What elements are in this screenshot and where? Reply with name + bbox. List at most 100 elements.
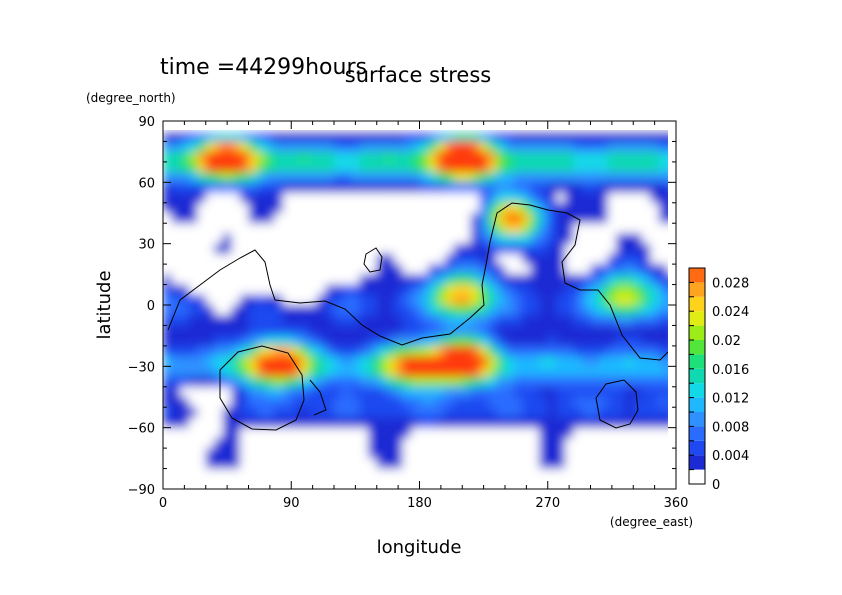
heatmap-cell: [513, 294, 523, 306]
heatmap-cell: [616, 192, 626, 204]
heatmap-cell: [633, 325, 643, 337]
heatmap-cell: [359, 182, 369, 194]
heatmap-cell: [291, 202, 301, 214]
heatmap-cell: [265, 202, 275, 214]
heatmap-cell: [479, 213, 489, 224]
heatmap-cell: [222, 274, 232, 286]
heatmap-cell: [428, 192, 438, 204]
heatmap-cell: [342, 151, 352, 163]
heatmap-cell: [470, 468, 480, 480]
heatmap-cell: [505, 356, 515, 367]
heatmap-cell: [599, 243, 609, 255]
heatmap-cell: [265, 233, 275, 245]
heatmap-cell: [188, 192, 198, 204]
heatmap-cell: [171, 161, 181, 173]
heatmap-cell: [325, 264, 335, 275]
heatmap-cell: [308, 468, 318, 480]
heatmap-cell: [368, 397, 378, 408]
heatmap-cell: [633, 172, 643, 183]
heatmap-cell: [505, 417, 515, 429]
heatmap-cell: [299, 325, 309, 337]
heatmap-cell: [342, 223, 352, 234]
heatmap-cell: [428, 233, 438, 245]
heatmap-cell: [248, 141, 258, 153]
heatmap-cell: [334, 243, 344, 255]
heatmap-cell: [462, 182, 472, 194]
heatmap-cell: [342, 448, 352, 459]
heatmap-cell: [291, 397, 301, 408]
heatmap-cell: [291, 131, 301, 142]
heatmap-cell: [453, 325, 463, 337]
heatmap-cell: [530, 233, 540, 245]
heatmap-cell: [445, 141, 455, 153]
heatmap-cell: [316, 468, 327, 480]
heatmap-cell: [419, 253, 429, 265]
heatmap-cell: [308, 417, 318, 429]
heatmap-cell: [265, 478, 275, 487]
heatmap-cell: [222, 151, 232, 163]
heatmap-cell: [171, 213, 181, 224]
heatmap-cell: [342, 325, 352, 337]
heatmap-cell: [299, 294, 309, 306]
heatmap-cell: [556, 130, 566, 132]
heatmap-cell: [453, 448, 463, 459]
heatmap-cell: [163, 172, 173, 183]
x-unit-label: (degree_east): [610, 515, 693, 529]
heatmap-cell: [445, 284, 455, 296]
heatmap-cell: [641, 233, 651, 245]
heatmap-cell: [582, 172, 592, 183]
heatmap-cell: [462, 417, 472, 429]
heatmap-cell: [530, 376, 540, 388]
heatmap-cell: [564, 305, 575, 316]
heatmap-cell: [359, 213, 369, 224]
heatmap-cell: [513, 243, 523, 255]
heatmap-cell: [590, 202, 600, 214]
heatmap-cell: [385, 233, 395, 245]
heatmap-cell: [325, 458, 335, 470]
colorbar-swatch: [689, 455, 705, 470]
heatmap-cell: [505, 243, 515, 255]
heatmap-cell: [530, 284, 540, 296]
outline-africa-like: [167, 202, 668, 361]
heatmap-cell: [393, 407, 403, 418]
heatmap-cell: [496, 294, 506, 306]
heatmap-cell: [573, 468, 583, 480]
heatmap-cell: [607, 223, 617, 234]
heatmap-cell: [487, 141, 498, 153]
heatmap-cell: [462, 284, 472, 296]
heatmap-cell: [359, 305, 369, 316]
heatmap-cell: [496, 213, 506, 224]
heatmap-cell: [428, 478, 438, 487]
heatmap-cell: [487, 223, 498, 234]
heatmap-cell: [291, 325, 301, 337]
heatmap-cell: [462, 437, 472, 449]
heatmap-cell: [582, 427, 592, 439]
heatmap-cell: [308, 305, 318, 316]
heatmap-cell: [248, 192, 258, 204]
heatmap-cell: [334, 366, 344, 378]
heatmap-cell: [257, 213, 267, 224]
heatmap-cell: [436, 130, 446, 132]
heatmap-cell: [513, 141, 523, 153]
heatmap-cell: [641, 325, 651, 337]
heatmap-cell: [197, 264, 207, 275]
heatmap-cell: [607, 478, 617, 487]
heatmap-cell: [564, 397, 575, 408]
heatmap-cell: [308, 437, 318, 449]
heatmap-cell: [633, 202, 643, 214]
heatmap-cell: [239, 397, 250, 408]
heatmap-cell: [667, 161, 668, 173]
heatmap-cell: [214, 141, 224, 153]
heatmap-cell: [599, 233, 609, 245]
heatmap-cell: [470, 264, 480, 275]
heatmap-cell: [573, 172, 583, 183]
heatmap-cell: [445, 131, 455, 142]
heatmap-cell: [274, 448, 284, 459]
heatmap-cell: [402, 161, 412, 173]
heatmap-cell: [257, 366, 267, 378]
heatmap-cell: [496, 172, 506, 183]
heatmap-cell: [590, 131, 600, 142]
heatmap-cell: [547, 437, 557, 449]
heatmap-cell: [359, 284, 369, 296]
heatmap-cell: [410, 458, 421, 470]
